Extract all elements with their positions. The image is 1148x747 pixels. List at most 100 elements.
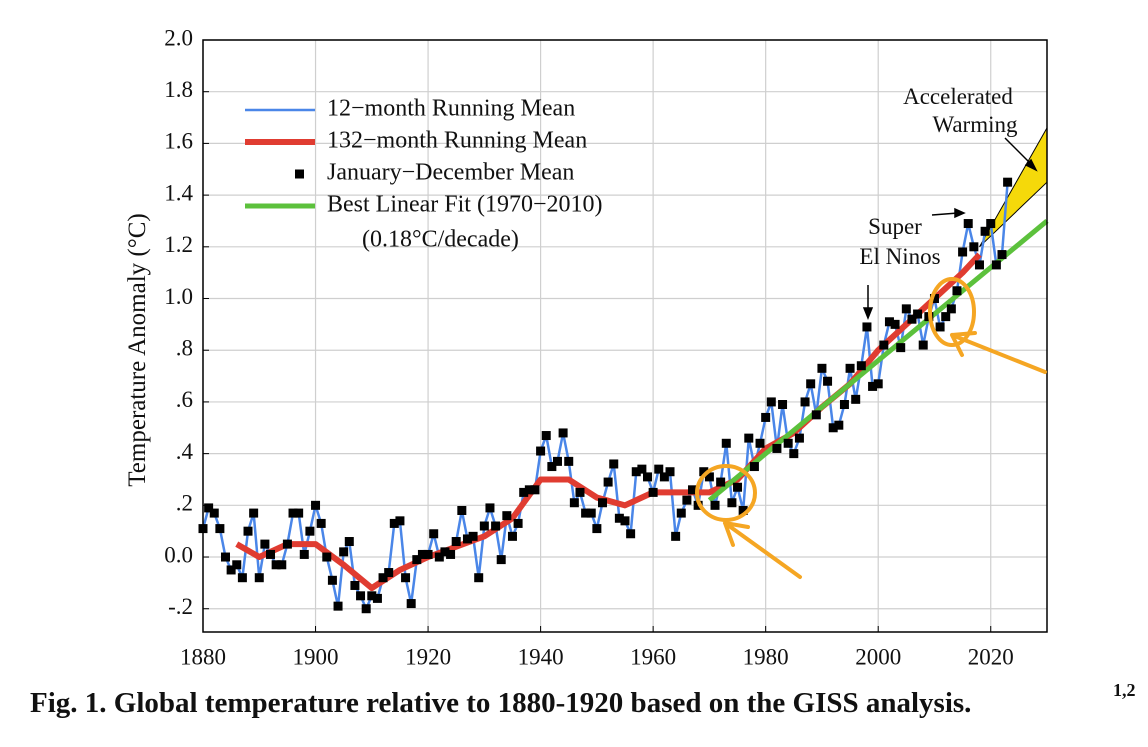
data-point xyxy=(929,294,939,304)
data-point xyxy=(547,462,557,472)
data-point xyxy=(884,317,894,327)
data-point xyxy=(221,552,231,562)
data-point xyxy=(778,400,788,410)
data-point xyxy=(1003,177,1013,187)
data-point xyxy=(496,555,506,565)
data-point xyxy=(384,568,394,578)
data-point xyxy=(282,539,292,549)
data-point xyxy=(204,503,214,513)
data-point xyxy=(873,379,883,389)
data-point xyxy=(659,472,669,482)
data-point xyxy=(277,560,287,570)
data-point xyxy=(440,547,450,557)
data-point xyxy=(738,505,748,515)
x-tick-label: 1920 xyxy=(405,644,451,669)
data-point xyxy=(367,591,377,601)
data-point xyxy=(446,549,456,559)
y-axis-label: Temperature Anomaly (°C) xyxy=(124,213,151,486)
data-point xyxy=(524,485,534,495)
data-point xyxy=(755,438,765,448)
data-point xyxy=(896,343,906,353)
data-point xyxy=(772,443,782,453)
data-point xyxy=(974,260,984,270)
data-point xyxy=(378,573,388,583)
legend-label: 132−month Running Mean xyxy=(327,128,587,154)
x-tick-label: 2020 xyxy=(968,644,1014,669)
data-point xyxy=(986,219,996,229)
data-point xyxy=(631,467,641,477)
data-point xyxy=(671,531,681,541)
data-point xyxy=(609,459,619,469)
data-point xyxy=(395,516,405,526)
data-point xyxy=(401,573,411,583)
data-point xyxy=(209,508,219,518)
annotation: Warming xyxy=(932,112,1018,137)
x-tick-label: 1900 xyxy=(293,644,339,669)
data-point xyxy=(597,498,607,508)
data-point xyxy=(766,397,776,407)
data-point xyxy=(890,319,900,329)
data-point xyxy=(648,487,658,497)
data-point xyxy=(727,498,737,508)
data-point xyxy=(817,363,827,373)
data-point xyxy=(603,477,613,487)
y-tick-label: .6 xyxy=(176,387,193,412)
data-point xyxy=(479,521,489,531)
data-point xyxy=(761,412,771,422)
data-point xyxy=(749,462,759,472)
data-point xyxy=(288,508,298,518)
data-point xyxy=(851,394,861,404)
data-point xyxy=(969,242,979,252)
data-point xyxy=(558,428,568,438)
data-point xyxy=(839,400,849,410)
data-point xyxy=(474,573,484,583)
data-point xyxy=(688,485,698,495)
data-point xyxy=(350,580,360,590)
data-point xyxy=(935,322,945,332)
data-point xyxy=(344,537,354,547)
caption: Fig. 1. Global temperature relative to 1… xyxy=(30,687,971,719)
x-tick-label: 1880 xyxy=(180,644,226,669)
data-point xyxy=(513,518,523,528)
y-tick-label: .8 xyxy=(176,335,193,360)
data-point xyxy=(721,438,731,448)
data-point xyxy=(907,314,917,324)
y-tick-label: .4 xyxy=(176,439,194,464)
data-point xyxy=(862,322,872,332)
data-point xyxy=(406,599,416,609)
y-tick-label: -.2 xyxy=(168,594,193,619)
data-point xyxy=(356,591,366,601)
y-tick-label: 1.4 xyxy=(164,180,193,205)
y-tick-label: 1.8 xyxy=(164,77,193,102)
data-point xyxy=(266,549,276,559)
data-point xyxy=(682,495,692,505)
x-tick-label: 1940 xyxy=(518,644,564,669)
data-point xyxy=(389,518,399,528)
data-point xyxy=(620,516,630,526)
legend-note: (0.18°C/decade) xyxy=(362,227,519,253)
data-point xyxy=(946,304,956,314)
data-point xyxy=(322,552,332,562)
plot-frame xyxy=(202,39,1048,633)
legend: 12−month Running Mean 132−month Running M… xyxy=(245,96,603,218)
data-point xyxy=(811,410,821,420)
data-point xyxy=(249,508,259,518)
ticks: -.2 0.0 .2 .4 .6 .8 1.0 1.2 1.4 1.6 1.8 2.0 1880 1900… xyxy=(164,25,1013,669)
x-tick-label: 1960 xyxy=(630,644,676,669)
data-point xyxy=(271,560,281,570)
data-point xyxy=(226,565,236,575)
data-point xyxy=(215,524,225,534)
data-point xyxy=(462,534,472,544)
data-point xyxy=(744,433,754,443)
data-point xyxy=(412,555,422,565)
data-point xyxy=(918,340,928,350)
data-point xyxy=(789,449,799,459)
caption-refs: 1,2 xyxy=(1113,680,1136,700)
data-point xyxy=(311,500,321,510)
data-point xyxy=(541,431,551,441)
annotation: Accelerated xyxy=(903,84,1013,109)
data-point xyxy=(530,485,540,495)
data-point xyxy=(614,513,624,523)
data-point xyxy=(856,361,866,371)
